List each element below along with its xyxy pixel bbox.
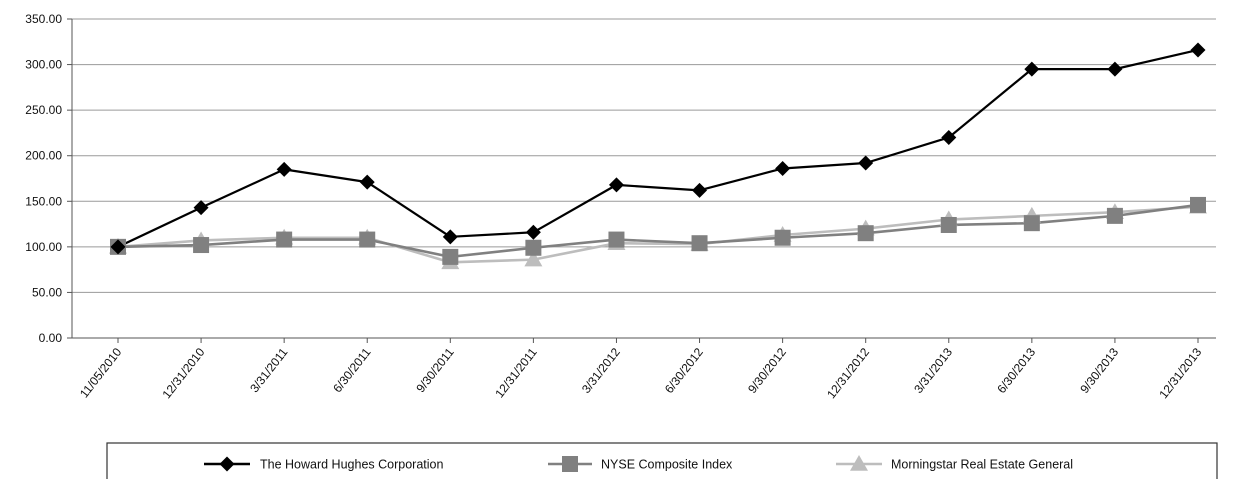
legend: The Howard Hughes Corporation NYSE Compos…	[106, 442, 1218, 479]
legend-label-morningstar: Morningstar Real Estate General	[891, 458, 1073, 472]
data-point-nyse	[276, 231, 293, 248]
series-line-nyse	[117, 203, 1199, 259]
x-tick-label: 12/31/2011	[492, 345, 540, 401]
data-point-nyse	[691, 235, 708, 252]
data-point-hhc	[1107, 61, 1123, 77]
y-tick-label: 150.00	[25, 194, 62, 208]
data-point-hhc	[276, 161, 292, 177]
legend-box	[106, 442, 1218, 479]
data-point-nyse	[1023, 215, 1040, 232]
data-point-morningstar	[524, 250, 543, 267]
data-point-hhc	[692, 182, 708, 198]
y-tick-label: 250.00	[25, 103, 62, 117]
data-point-nyse	[857, 225, 874, 242]
x-tick-label: 3/31/2013	[911, 345, 955, 396]
data-point-nyse	[608, 231, 625, 248]
y-tick-label: 350.00	[25, 12, 62, 26]
data-point-nyse	[774, 229, 791, 246]
legend-marker-hhc	[219, 456, 235, 472]
data-point-nyse	[1106, 207, 1123, 224]
x-tick-label: 9/30/2012	[745, 345, 789, 396]
data-point-hhc	[775, 160, 791, 176]
data-point-nyse	[1190, 196, 1206, 213]
y-tick-label: 50.00	[32, 285, 62, 299]
x-tick-label: 12/31/2013	[1156, 345, 1204, 401]
data-point-hhc	[858, 155, 874, 171]
series-markers	[109, 42, 1207, 270]
data-point-hhc	[608, 177, 624, 193]
x-tick-label: 9/30/2013	[1077, 345, 1121, 396]
x-tick-label: 11/05/2010	[77, 345, 125, 401]
data-point-nyse	[940, 216, 957, 233]
data-point-nyse	[193, 237, 210, 254]
axes	[67, 18, 1216, 343]
x-tick-label: 6/30/2013	[994, 345, 1038, 396]
grid-lines	[72, 18, 1216, 339]
x-tick-label: 3/31/2011	[247, 345, 291, 395]
x-tick-label: 6/30/2011	[330, 345, 374, 395]
data-point-hhc	[1190, 42, 1206, 58]
x-tick-labels: 11/05/2010 12/31/2010 3/31/2011 6/30/2011 9/…	[77, 345, 1205, 401]
x-tick-label: 9/30/2011	[413, 345, 457, 395]
data-point-hhc	[359, 174, 375, 190]
legend-marker-morningstar	[850, 455, 868, 471]
x-tick-label: 12/31/2012	[824, 345, 872, 401]
data-point-hhc	[193, 200, 209, 216]
data-point-hhc	[1024, 61, 1040, 77]
data-point-hhc	[941, 129, 957, 145]
x-tick-label: 3/31/2012	[579, 345, 623, 396]
x-tick-label: 12/31/2010	[159, 345, 207, 401]
x-tick-label: 6/30/2012	[662, 345, 706, 396]
y-tick-label: 100.00	[25, 240, 62, 254]
y-tick-label: 300.00	[25, 58, 62, 72]
data-point-nyse	[525, 239, 542, 256]
series-line-morningstar	[117, 205, 1199, 264]
legend-marker-nyse	[562, 456, 578, 472]
y-tick-label: 0.00	[39, 331, 63, 345]
data-point-hhc	[442, 229, 458, 245]
y-tick-labels: 0.00 50.00 100.00 150.00 200.00 250.00 300.00 3…	[25, 12, 62, 345]
legend-label-nyse: NYSE Composite Index	[601, 458, 733, 472]
data-point-nyse	[442, 248, 459, 265]
data-point-hhc	[525, 224, 541, 240]
data-point-nyse	[359, 231, 376, 248]
legend-label-hhc: The Howard Hughes Corporation	[260, 458, 443, 472]
series-line-hhc	[117, 48, 1199, 248]
series-lines	[117, 48, 1199, 264]
data-point-hhc	[110, 239, 126, 255]
y-tick-label: 200.00	[25, 149, 62, 163]
